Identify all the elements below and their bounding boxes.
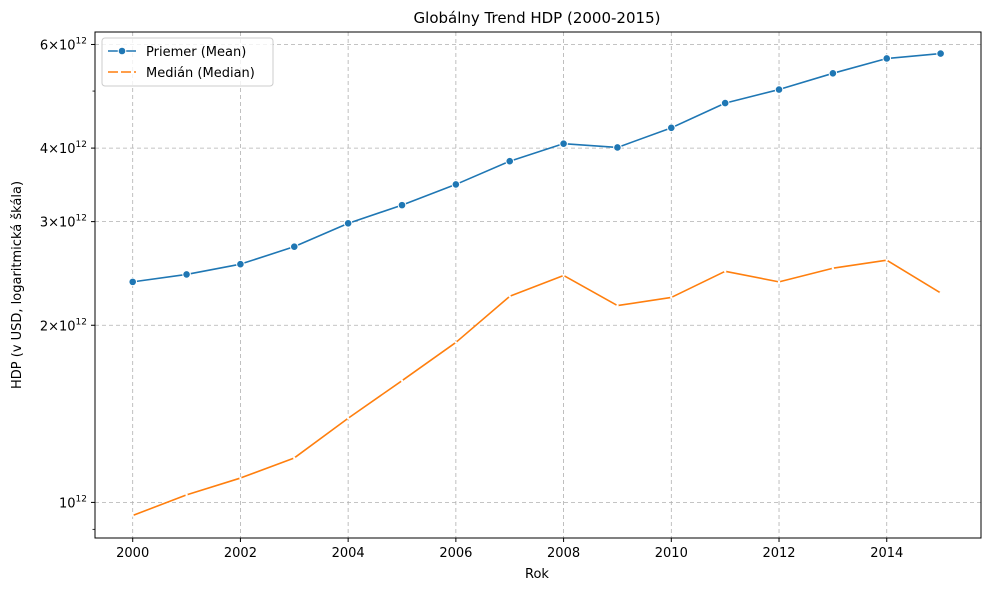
data-point	[182, 270, 191, 279]
x-axis-label: Rok	[525, 567, 549, 582]
x-tick-label: 2012	[762, 546, 795, 561]
series-0	[128, 49, 945, 287]
series-line	[132, 52, 941, 283]
chart-title: Globálny Trend HDP (2000-2015)	[414, 9, 661, 27]
axes: 2000 2002 2004 2006 2008 2010 2012 2014 1012 2×10…	[40, 36, 903, 561]
x-tick-label: 2004	[332, 546, 365, 561]
data-point	[400, 379, 404, 382]
data-point	[831, 267, 835, 270]
data-point	[128, 277, 138, 287]
data-point	[723, 270, 727, 273]
data-point	[508, 295, 511, 298]
data-point	[720, 98, 730, 108]
legend-label-mean: Priemer (Mean)	[146, 45, 246, 60]
x-tick-label: 2000	[116, 546, 149, 561]
data-point	[559, 139, 568, 148]
y-tick-label: 1012	[59, 494, 87, 511]
grid	[95, 32, 981, 538]
legend-mean-marker	[117, 46, 127, 56]
data-point	[670, 296, 673, 299]
data-point	[505, 156, 515, 166]
y-tick-label: 2×1012	[40, 317, 87, 334]
data-point	[236, 259, 245, 269]
data-point	[882, 54, 892, 63]
x-tick-label: 2002	[224, 546, 257, 561]
legend-label-median: Medián (Median)	[146, 66, 255, 81]
series-line	[132, 259, 942, 517]
data-point	[185, 493, 188, 497]
data-point	[667, 123, 676, 133]
data-point	[613, 143, 622, 152]
data-point	[346, 417, 350, 420]
x-tick-label: 2008	[547, 546, 580, 561]
data-point	[289, 242, 299, 251]
legend: Priemer (Mean) Medián (Median)	[101, 37, 274, 87]
x-tick-label: 2010	[655, 546, 688, 561]
data-point	[293, 456, 296, 460]
y-tick-label: 3×1012	[40, 214, 87, 231]
data-point	[454, 341, 458, 344]
data-point	[828, 68, 838, 78]
y-tick-label: 6×1012	[40, 36, 87, 53]
data-point	[397, 200, 407, 210]
plot-frame	[94, 31, 982, 539]
data-point	[131, 514, 134, 517]
data-point	[616, 304, 619, 307]
data-point	[774, 85, 784, 94]
series-layer	[128, 49, 945, 517]
legend-box	[101, 37, 274, 87]
y-axis-label: HDP (v USD, logaritmická škála)	[10, 181, 25, 389]
data-point	[343, 219, 353, 228]
data-point	[777, 280, 781, 284]
series-1	[131, 258, 942, 517]
data-point	[885, 258, 888, 262]
data-point	[939, 291, 942, 295]
data-point	[936, 49, 945, 58]
y-tick-label: 4×1012	[40, 140, 87, 157]
x-tick-label: 2014	[870, 546, 903, 561]
data-point	[562, 274, 565, 277]
x-tick-label: 2006	[439, 546, 472, 561]
data-point	[451, 180, 461, 189]
data-point	[239, 476, 242, 480]
